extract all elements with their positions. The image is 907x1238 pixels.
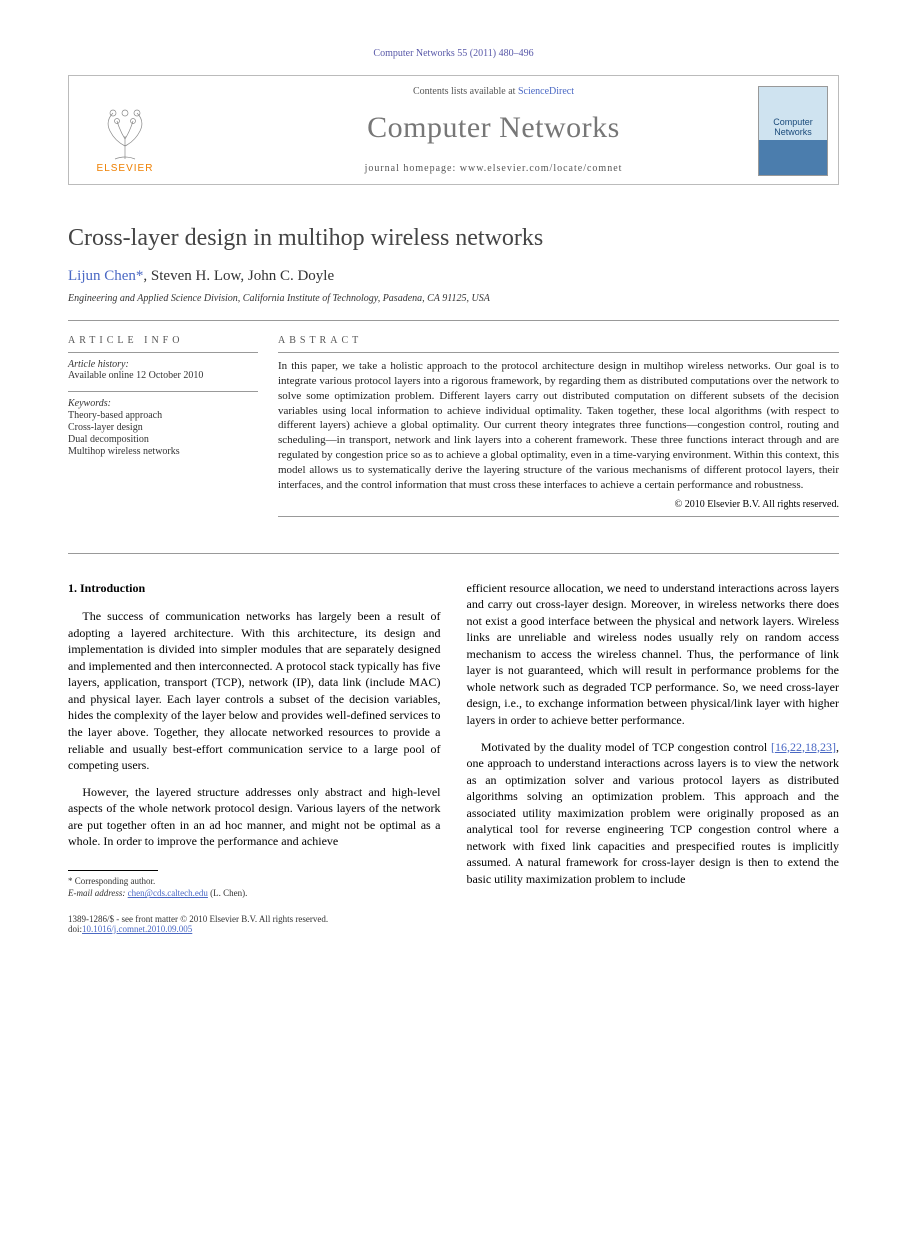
keyword-item: Theory-based approach — [68, 410, 258, 421]
article-title: Cross-layer design in multihop wireless … — [68, 225, 839, 252]
authors-rest: , Steven H. Low, John C. Doyle — [143, 268, 334, 284]
body-left-column: 1. Introduction The success of communica… — [68, 580, 441, 900]
keyword-item: Dual decomposition — [68, 434, 258, 445]
article-info-label: ARTICLE INFO — [68, 335, 258, 346]
divider — [68, 320, 839, 321]
keywords-list: Theory-based approach Cross-layer design… — [68, 410, 258, 457]
header-citation: Computer Networks 55 (2011) 480–496 — [68, 48, 839, 59]
body-text: Motivated by the duality model of TCP co… — [481, 740, 771, 754]
affiliation: Engineering and Applied Science Division… — [68, 293, 839, 304]
doi-link[interactable]: 10.1016/j.comnet.2010.09.005 — [82, 924, 192, 934]
journal-cover-text: Computer Networks — [759, 117, 827, 137]
divider — [278, 516, 839, 517]
article-info-column: ARTICLE INFO Article history: Available … — [68, 327, 258, 523]
authors-line: Lijun Chen*, Steven H. Low, John C. Doyl… — [68, 268, 839, 285]
author-email-link[interactable]: chen@cds.caltech.edu — [128, 888, 208, 898]
front-matter-line: 1389-1286/$ - see front matter © 2010 El… — [68, 914, 839, 924]
publisher-logo: ELSEVIER — [85, 84, 165, 174]
divider — [68, 352, 258, 353]
body-paragraph: The success of communication networks ha… — [68, 608, 441, 773]
citation-link[interactable]: [16,22,18,23] — [771, 740, 836, 754]
abstract-text: In this paper, we take a holistic approa… — [278, 359, 839, 493]
contents-prefix: Contents lists available at — [413, 86, 518, 97]
abstract-label: ABSTRACT — [278, 335, 839, 346]
body-paragraph: However, the layered structure addresses… — [68, 784, 441, 850]
article-history-line: Available online 12 October 2010 — [68, 370, 258, 381]
body-right-column: efficient resource allocation, we need t… — [467, 580, 840, 900]
section-heading-introduction: 1. Introduction — [68, 580, 441, 597]
email-suffix: (L. Chen). — [208, 888, 248, 898]
corresponding-author-footnote: * Corresponding author. — [68, 875, 441, 887]
divider — [68, 391, 258, 392]
email-label: E-mail address: — [68, 888, 128, 898]
body-text: , one approach to understand interaction… — [467, 740, 840, 886]
doi-line: doi:10.1016/j.comnet.2010.09.005 — [68, 924, 839, 934]
journal-homepage: journal homepage: www.elsevier.com/locat… — [165, 163, 822, 174]
page: Computer Networks 55 (2011) 480–496 — [0, 0, 907, 982]
elsevier-tree-icon — [95, 101, 155, 161]
sciencedirect-link[interactable]: ScienceDirect — [518, 86, 574, 97]
author-corresponding: Lijun Chen — [68, 268, 136, 284]
body-columns: 1. Introduction The success of communica… — [68, 580, 839, 900]
doi-prefix: doi: — [68, 924, 82, 934]
keywords-heading: Keywords: — [68, 398, 258, 409]
publisher-name: ELSEVIER — [97, 163, 154, 174]
journal-title: Computer Networks — [165, 111, 822, 145]
journal-cover-thumbnail: Computer Networks — [758, 86, 828, 176]
abstract-copyright: © 2010 Elsevier B.V. All rights reserved… — [278, 499, 839, 510]
body-paragraph: efficient resource allocation, we need t… — [467, 580, 840, 729]
body-paragraph: Motivated by the duality model of TCP co… — [467, 739, 840, 888]
divider — [68, 553, 839, 554]
contents-available-line: Contents lists available at ScienceDirec… — [165, 86, 822, 97]
journal-banner: ELSEVIER Contents lists available at Sci… — [68, 75, 839, 185]
abstract-column: ABSTRACT In this paper, we take a holist… — [278, 327, 839, 523]
email-footnote: E-mail address: chen@cds.caltech.edu (L.… — [68, 887, 441, 899]
divider — [278, 352, 839, 353]
keyword-item: Cross-layer design — [68, 422, 258, 433]
article-history-heading: Article history: — [68, 359, 258, 370]
footnote-separator — [68, 870, 158, 871]
keyword-item: Multihop wireless networks — [68, 446, 258, 457]
